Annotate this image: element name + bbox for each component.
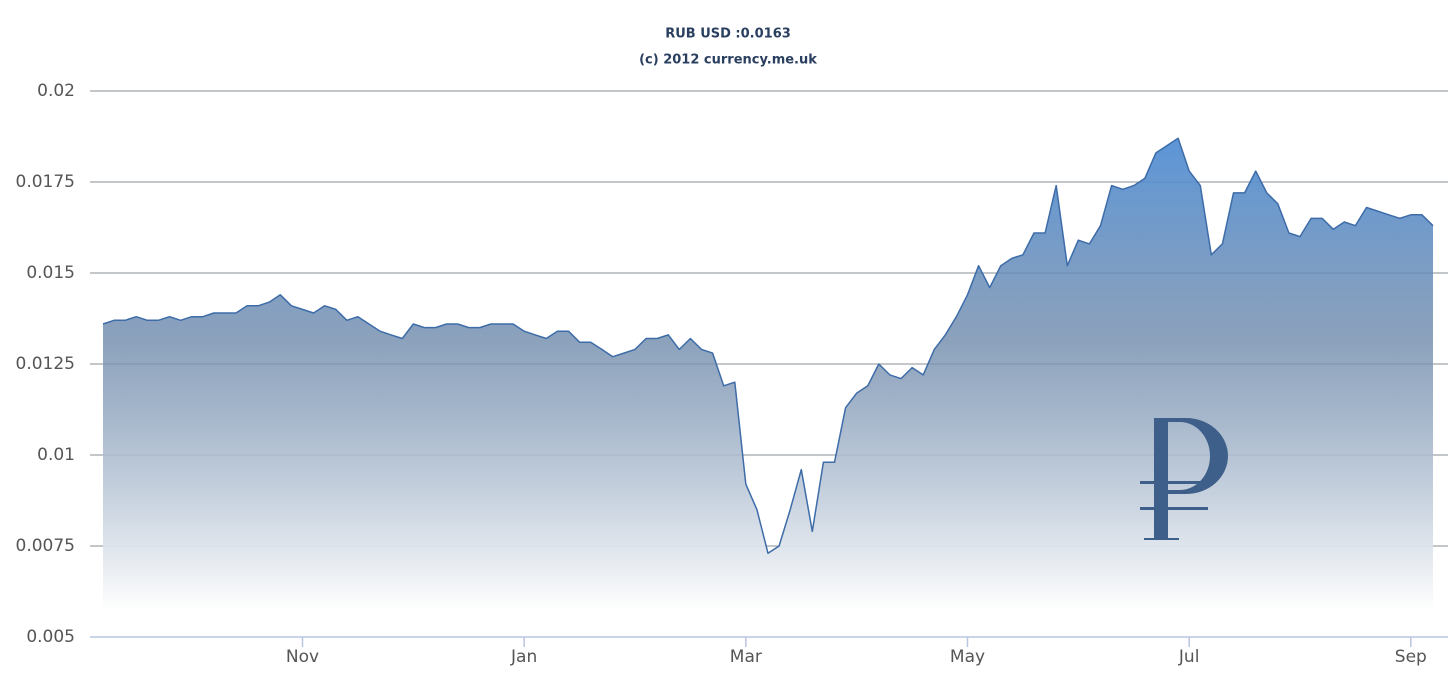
x-tick-label: Mar (730, 647, 762, 667)
y-tick-label: 0.02 (37, 81, 75, 101)
line (102, 137, 1434, 555)
chart-title: RUB USD :0.0163 (665, 27, 791, 42)
y-tick-label: 0.0075 (16, 536, 75, 556)
x-tick-label: Nov (286, 647, 319, 667)
y-tick-label: 0.0125 (16, 354, 75, 374)
x-tick-label: Sep (1395, 647, 1427, 667)
chart-subtitle: (c) 2012 currency.me.uk (639, 53, 817, 68)
x-tick-label: May (950, 647, 985, 667)
ruble-watermark (1140, 418, 1228, 540)
x-tick-label: Jul (1178, 647, 1200, 667)
y-tick-label: 0.0175 (16, 172, 75, 192)
axes: 0.005 0.0075 0.01 0.0125 0.015 0.0175 0.02 Nov J… (16, 81, 1448, 667)
y-tick-label: 0.005 (26, 627, 75, 647)
area-fill (103, 138, 1433, 638)
x-tick-label: Jan (510, 647, 537, 667)
plot-area (102, 137, 1434, 638)
y-tick-label: 0.015 (26, 263, 75, 283)
y-tick-label: 0.01 (37, 445, 75, 465)
